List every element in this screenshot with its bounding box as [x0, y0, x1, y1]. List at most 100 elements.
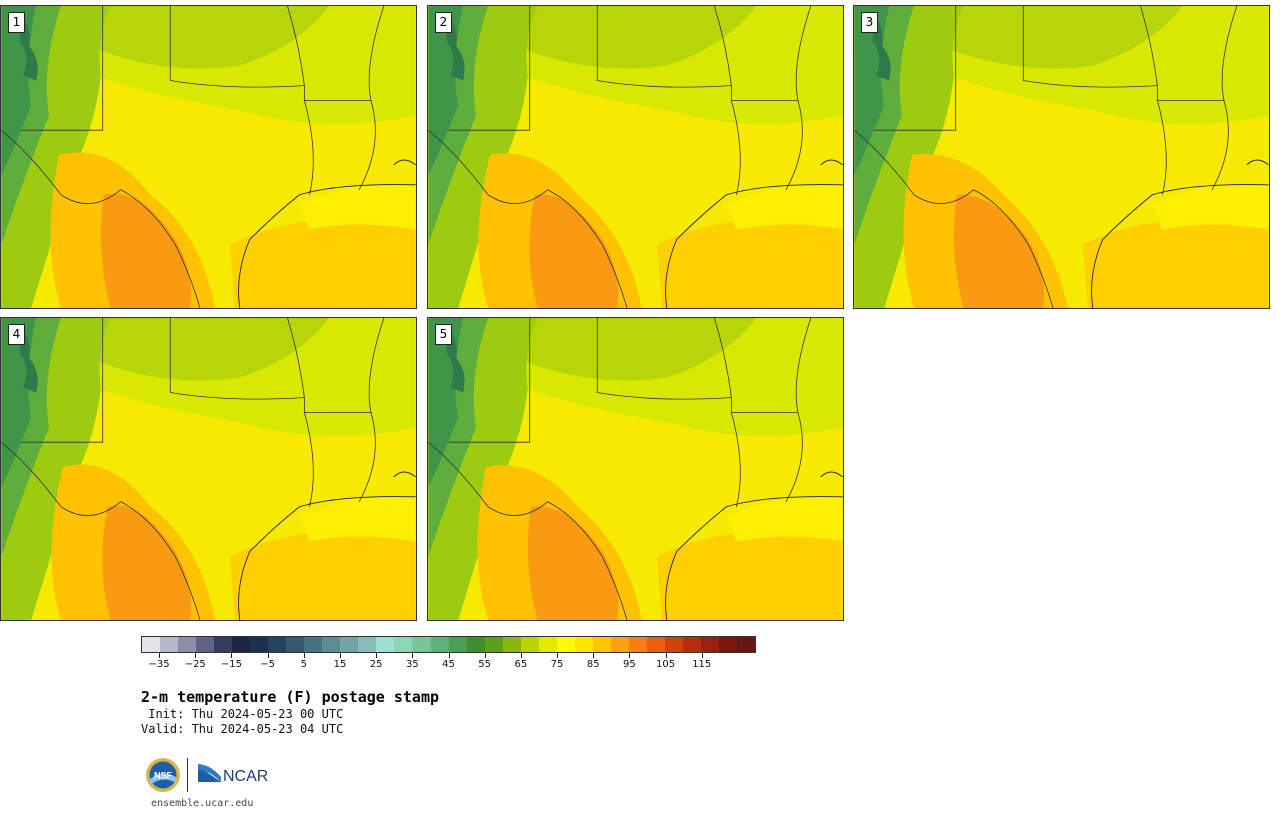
coastline	[238, 184, 416, 308]
state-border	[21, 6, 104, 131]
border-mexico	[1, 441, 62, 507]
field-gulf	[229, 529, 416, 620]
state-border	[21, 318, 104, 443]
state-border	[448, 318, 531, 443]
field-hottest	[102, 505, 192, 620]
colorbar-tick-label: 15	[333, 659, 347, 670]
coastline	[1091, 184, 1269, 308]
temperature-map	[428, 6, 843, 308]
colorbar-segment	[737, 637, 756, 652]
panel-number: 5	[435, 324, 452, 345]
colorbar-segment	[268, 637, 287, 652]
map-panel-1: 1	[0, 5, 417, 309]
colorbar-tick	[231, 653, 233, 658]
colorbar-tick-label: 75	[550, 659, 564, 670]
state-border	[714, 318, 732, 398]
state-border	[287, 6, 305, 86]
field-gulf	[229, 217, 416, 308]
coastline	[665, 496, 843, 620]
state-border	[1140, 6, 1158, 86]
state-border	[1022, 6, 1158, 101]
state-border	[358, 318, 385, 502]
valid-time: Valid: Thu 2024-05-23 04 UTC	[141, 722, 344, 736]
border-mexico	[428, 441, 489, 507]
colorbar-tick-label: 35	[405, 659, 419, 670]
colorbar-segment	[448, 637, 467, 652]
state-border	[730, 100, 741, 195]
border-mexico	[428, 129, 489, 195]
map-panel-4: 4	[0, 317, 417, 621]
logo-divider	[187, 758, 188, 792]
ncar-logo-text: NCAR	[223, 768, 268, 785]
state-border	[785, 318, 812, 502]
colorbar-segment	[232, 637, 251, 652]
colorbar-segment	[160, 637, 179, 652]
field-hottest	[529, 194, 619, 308]
temperature-map	[428, 318, 843, 620]
state-border	[596, 6, 732, 101]
coastline	[238, 496, 416, 620]
colorbar-tick-label: 65	[514, 659, 528, 670]
border-rio-grande	[913, 189, 1054, 308]
colorbar-tick-label: 55	[478, 659, 492, 670]
colorbar-segment	[178, 637, 197, 652]
temperature-map	[854, 6, 1269, 308]
colorbar-segment	[286, 637, 305, 652]
border-mexico	[1, 129, 62, 195]
coastline	[820, 159, 843, 166]
colorbar-tick	[665, 653, 667, 658]
state-border	[448, 6, 531, 131]
state-border	[358, 6, 385, 190]
colorbar-tick-label: 95	[623, 659, 636, 670]
map-panel-2: 2	[427, 5, 844, 309]
colorbar-tick	[339, 653, 341, 658]
state-border	[596, 318, 732, 413]
colorbar-segment	[250, 637, 269, 652]
colorbar-segment	[628, 637, 647, 652]
colorbar-segment	[466, 637, 485, 652]
chart-title: 2-m temperature (F) postage stamp	[141, 688, 440, 706]
map-panel-5: 5	[427, 317, 844, 621]
colorbar-tick-label: 85	[586, 659, 600, 670]
border-rio-grande	[487, 501, 628, 620]
coastline	[1246, 159, 1269, 166]
field-hottest	[953, 194, 1045, 308]
colorbar-tick	[303, 653, 305, 658]
colorbar-segment	[502, 637, 521, 652]
colorbar-segment	[484, 637, 503, 652]
field-coast	[726, 495, 843, 542]
colorbar-tick	[376, 653, 378, 658]
panel-number: 3	[861, 12, 878, 33]
colorbar-tick-label: 45	[442, 659, 455, 670]
colorbar-tick-label: −5	[260, 659, 275, 670]
colorbar-segment	[538, 637, 557, 652]
coastline	[393, 159, 416, 166]
colorbar-segment	[412, 637, 431, 652]
colorbar-tick	[520, 653, 522, 658]
colorbar-tick	[267, 653, 269, 658]
field-gulf	[656, 217, 843, 308]
colorbar-segment	[142, 637, 161, 652]
colorbar-segment	[700, 637, 719, 652]
site-url: ensemble.ucar.edu	[151, 798, 254, 809]
colorbar	[141, 636, 756, 653]
border-mexico	[854, 129, 915, 195]
field-coast	[299, 495, 416, 542]
colorbar-tick	[412, 653, 414, 658]
colorbar-tick	[195, 653, 197, 658]
colorbar-segment	[646, 637, 665, 652]
colorbar-segment	[340, 637, 359, 652]
state-border	[1156, 100, 1167, 195]
ncar-logo: NCAR	[198, 764, 268, 785]
field-coast	[299, 183, 416, 230]
state-border	[287, 318, 305, 398]
coastline	[820, 471, 843, 478]
state-border	[874, 6, 957, 131]
map-panel-3: 3	[853, 5, 1270, 309]
nsf-logo-text: NSF	[154, 771, 173, 781]
colorbar-tick-label: −15	[220, 659, 242, 670]
border-rio-grande	[60, 189, 201, 308]
field-hottest	[100, 193, 192, 308]
state-border	[303, 100, 314, 195]
colorbar-tick-label: 115	[692, 659, 712, 670]
